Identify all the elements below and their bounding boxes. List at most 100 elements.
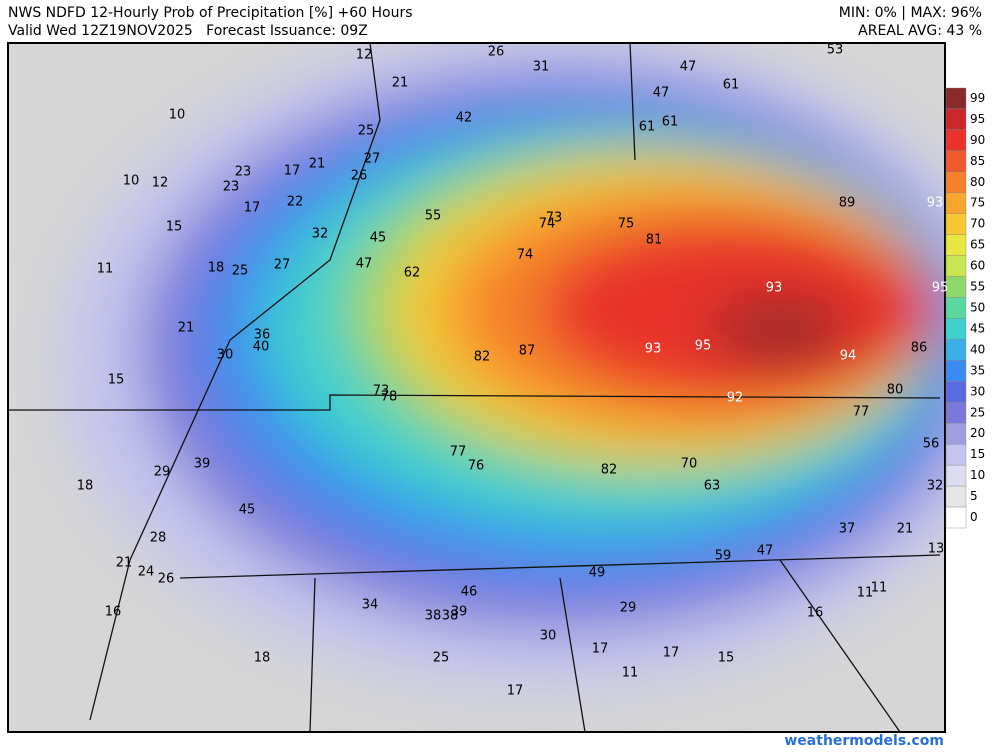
map-value-label: 61	[662, 115, 679, 130]
map-value-label: 78	[381, 390, 398, 405]
map-value-label: 18	[208, 261, 225, 276]
colorbar-label: 99	[970, 91, 985, 105]
colorbar-swatch	[945, 360, 967, 382]
map-field	[8, 43, 945, 732]
map-value-label: 25	[358, 124, 375, 139]
colorbar-swatch	[945, 129, 967, 152]
footer-credit: weathermodels.com	[784, 733, 944, 749]
map-value-label: 10	[169, 108, 186, 123]
map-value-label: 63	[704, 479, 721, 494]
map-value-label: 11	[97, 262, 114, 277]
map-value-label: 34	[362, 598, 379, 613]
map-value-label: 21	[116, 556, 133, 571]
map-value-label: 21	[178, 321, 195, 336]
map-value-label: 59	[715, 549, 732, 564]
map-value-label: 17	[284, 164, 301, 179]
colorbar-label: 90	[970, 133, 985, 147]
map-value-label: 93	[645, 342, 662, 357]
colorbar-swatch	[945, 255, 967, 277]
colorbar-label: 85	[970, 154, 985, 168]
map-value-label: 36	[254, 328, 271, 343]
map-value-label: 22	[287, 195, 304, 210]
map-value-label: 74	[539, 217, 556, 232]
map-value-label: 21	[309, 157, 326, 172]
colorbar-label: 35	[970, 363, 985, 377]
map-value-label: 18	[254, 651, 271, 666]
colorbar-label: 55	[970, 280, 985, 294]
map-value-label: 61	[723, 78, 740, 93]
map-value-label: 73	[373, 384, 390, 399]
map-value-label: 25	[232, 264, 249, 279]
map-value-label: 10	[123, 174, 140, 189]
colorbar-label: 0	[970, 510, 978, 524]
map-value-label: 47	[757, 544, 774, 559]
map-value-label: 39	[194, 457, 211, 472]
colorbar-swatch	[945, 234, 967, 256]
colorbar-swatch	[945, 150, 967, 173]
colorbar-label: 10	[970, 468, 985, 482]
colorbar-label: 20	[970, 426, 985, 440]
colorbar-swatch	[945, 443, 967, 466]
map-value-label: 75	[618, 217, 635, 232]
colorbar-label: 15	[970, 447, 985, 461]
map-value-label: 39	[451, 605, 468, 620]
colorbar-label: 5	[970, 489, 978, 503]
colorbar-swatch	[945, 192, 967, 214]
map-value-label: 74	[517, 248, 534, 263]
map-value-label: 89	[839, 196, 856, 211]
map-value-label: 70	[681, 457, 698, 472]
map-value-label: 30	[217, 348, 234, 363]
map-value-label: 93	[927, 196, 944, 211]
map-value-label: 46	[461, 585, 478, 600]
map-value-label: 15	[108, 373, 125, 388]
colorbar-swatch	[945, 108, 967, 131]
map-value-label: 81	[646, 233, 663, 248]
valid-time: Valid Wed 12Z19NOV2025 Forecast Issuance…	[8, 23, 368, 39]
map-value-label: 37	[839, 522, 856, 537]
map-value-label: 73	[546, 211, 563, 226]
map-value-label: 21	[392, 76, 409, 91]
map-value-label: 76	[468, 459, 485, 474]
map-value-label: 17	[244, 201, 261, 216]
colorbar-swatch	[945, 171, 967, 193]
map-value-label: 11	[871, 581, 888, 596]
map-value-label: 25	[433, 651, 450, 666]
map-value-label: 47	[356, 257, 373, 272]
map-value-label: 26	[351, 169, 368, 184]
map-value-label: 11	[622, 666, 639, 681]
map-value-label: 42	[456, 111, 473, 126]
colorbar-label: 70	[970, 217, 985, 231]
map-value-label: 15	[166, 220, 183, 235]
areal-average: AREAL AVG: 43 %	[858, 23, 982, 39]
colorbar-swatch	[945, 339, 967, 361]
min-max: MIN: 0% | MAX: 96%	[839, 5, 982, 21]
map-value-label: 12	[356, 48, 373, 63]
colorbar-swatch	[945, 506, 967, 529]
map-value-label: 80	[887, 383, 904, 398]
map-value-label: 13	[928, 542, 945, 557]
map-value-label: 86	[911, 341, 928, 356]
map-value-label: 27	[364, 152, 381, 167]
map-value-label: 17	[507, 684, 524, 699]
map-value-label: 29	[620, 601, 637, 616]
map-value-label: 45	[239, 503, 256, 518]
colorbar-swatch	[945, 318, 967, 340]
map-value-label: 55	[425, 209, 442, 224]
map-value-label: 95	[695, 339, 712, 354]
colorbar-swatch	[945, 276, 967, 298]
colorbar-label: 65	[970, 238, 985, 252]
map-value-label: 18	[77, 479, 94, 494]
map-value-label: 62	[404, 266, 421, 281]
map-value-label: 45	[370, 231, 387, 246]
map-value-label: 47	[653, 86, 670, 101]
map-value-label: 94	[840, 349, 857, 364]
map-value-label: 61	[639, 120, 656, 135]
colorbar-label: 45	[970, 321, 985, 335]
colorbar-swatch	[945, 213, 967, 235]
map-value-label: 11	[857, 586, 874, 601]
map-value-label: 15	[718, 651, 735, 666]
colorbar-swatch	[945, 402, 967, 424]
map-value-label: 77	[450, 445, 467, 460]
map-value-label: 32	[312, 227, 329, 242]
